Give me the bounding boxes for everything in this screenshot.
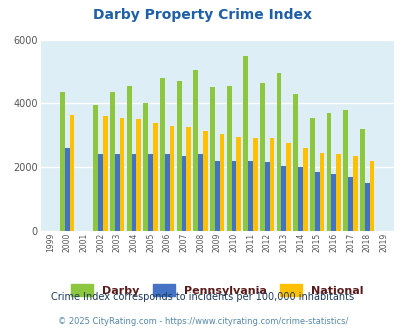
Bar [110,92,115,231]
Bar [252,139,257,231]
Bar [364,183,369,231]
Bar [93,105,98,231]
Bar [359,129,364,231]
Bar [326,113,330,231]
Bar [202,130,207,231]
Bar [309,118,314,231]
Bar [335,154,340,231]
Text: Crime Index corresponds to incidents per 100,000 inhabitants: Crime Index corresponds to incidents per… [51,292,354,302]
Bar [281,166,286,231]
Bar [193,70,198,231]
Bar [186,127,190,231]
Bar [69,115,74,231]
Bar [148,154,153,231]
Bar [198,154,202,231]
Bar [269,139,274,231]
Bar [347,177,352,231]
Bar [369,161,373,231]
Bar [293,94,297,231]
Bar [210,87,214,231]
Legend: Darby, Pennsylvania, National: Darby, Pennsylvania, National [70,284,363,296]
Bar [243,55,247,231]
Bar [119,118,124,231]
Bar [181,156,186,231]
Bar [98,154,103,231]
Bar [126,86,131,231]
Bar [276,73,281,231]
Bar [314,172,319,231]
Bar [264,162,269,231]
Bar [352,156,357,231]
Bar [330,174,335,231]
Bar [136,119,141,231]
Bar [302,148,307,231]
Bar [247,161,252,231]
Bar [214,161,219,231]
Bar [297,167,302,231]
Text: © 2025 CityRating.com - https://www.cityrating.com/crime-statistics/: © 2025 CityRating.com - https://www.city… [58,317,347,326]
Bar [164,154,169,231]
Text: Darby Property Crime Index: Darby Property Crime Index [93,8,312,22]
Bar [260,83,264,231]
Bar [131,154,136,231]
Bar [65,148,69,231]
Bar [115,154,119,231]
Bar [219,134,224,231]
Bar [169,126,174,231]
Bar [153,122,157,231]
Bar [103,116,107,231]
Bar [231,161,236,231]
Bar [319,153,324,231]
Bar [160,78,164,231]
Bar [176,81,181,231]
Bar [286,143,290,231]
Bar [343,110,347,231]
Bar [226,86,231,231]
Bar [236,137,240,231]
Bar [60,92,65,231]
Bar [143,103,148,231]
